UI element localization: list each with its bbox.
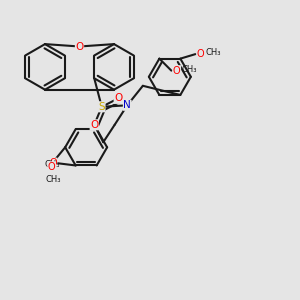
Text: O: O xyxy=(173,66,181,76)
Text: O: O xyxy=(197,49,205,59)
Text: S: S xyxy=(98,102,105,112)
Text: O: O xyxy=(90,120,98,130)
Text: O: O xyxy=(75,41,84,52)
Text: CH₃: CH₃ xyxy=(45,160,60,169)
Text: O: O xyxy=(48,162,56,172)
Text: CH₃: CH₃ xyxy=(182,64,197,74)
Text: CH₃: CH₃ xyxy=(206,48,221,57)
Text: O: O xyxy=(50,158,57,168)
Text: O: O xyxy=(114,93,122,103)
Text: N: N xyxy=(123,100,131,110)
Text: CH₃: CH₃ xyxy=(45,175,61,184)
